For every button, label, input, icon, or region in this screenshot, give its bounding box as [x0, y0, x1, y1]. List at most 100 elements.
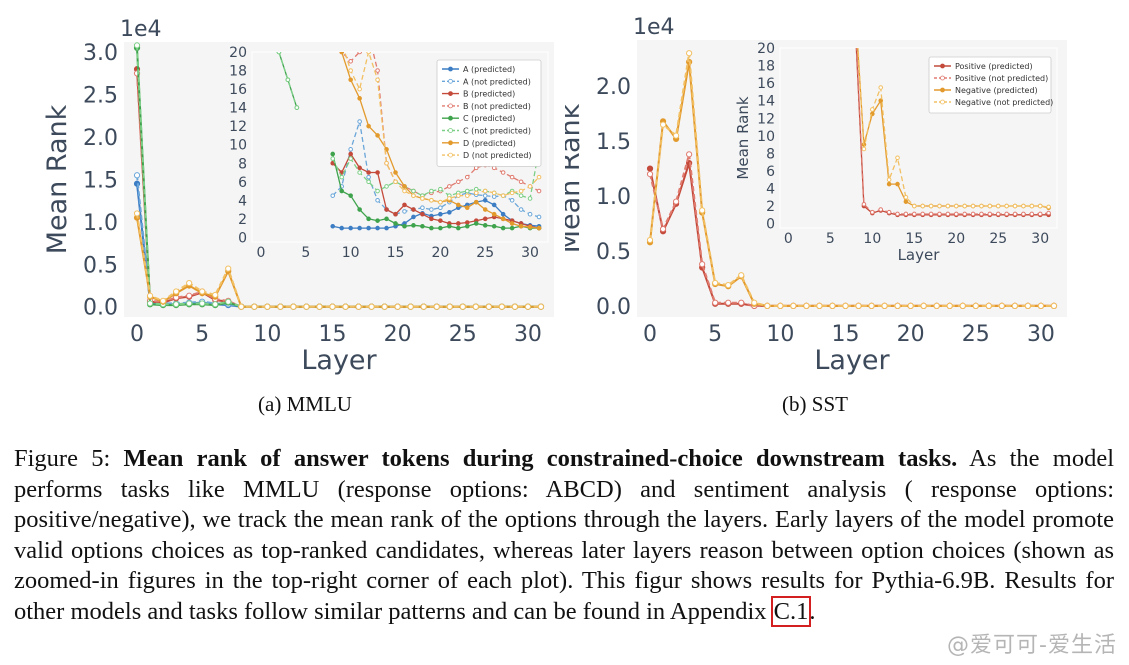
sst-inset-ytick-label: 16 — [757, 76, 775, 92]
sst-inset-data-point — [928, 203, 934, 209]
mmlu-main-data-point — [186, 292, 193, 299]
sst-inset-data-point — [854, 29, 858, 33]
mmlu-inset-data-point — [518, 188, 524, 194]
mmlu-inset-data-point — [420, 223, 425, 229]
sst-main-data-point — [868, 302, 875, 309]
mmlu-inset-data-point — [509, 197, 515, 203]
sst-main-data-point — [829, 302, 836, 309]
mmlu-inset-legend: A (predicted) A (not predicted) B (predict… — [436, 59, 542, 167]
sst-inset-ytick-label: 14 — [757, 94, 775, 110]
sst-inset-data-point — [886, 177, 892, 183]
sst-main-data-point — [920, 302, 927, 309]
sst-inset-data-point — [854, 11, 858, 15]
sst-main-xtick-label: 5 — [708, 322, 722, 347]
mmlu-inset-data-point — [402, 223, 407, 229]
mmlu-inset-data-point — [456, 179, 461, 185]
sst-inset-ytick-label: 18 — [757, 59, 775, 75]
mmlu-inset-data-point — [527, 211, 533, 217]
sst-inset-data-point — [1046, 210, 1051, 216]
mmlu-inset-data-point — [366, 170, 371, 175]
sst-inset-legend-label: Positive (predicted) — [955, 62, 1033, 71]
sst-main-data-point — [881, 302, 888, 309]
mmlu-inset-data-point — [357, 96, 362, 101]
mmlu-main-data-point — [290, 303, 297, 310]
sst-inset-ytick-label: 12 — [757, 111, 775, 127]
mmlu-inset-series-line — [344, 52, 540, 203]
mmlu-inset-data-point — [429, 188, 434, 194]
sst-main-ytick-label: 1.0 — [596, 185, 631, 210]
sst-inset-data-point — [1004, 203, 1009, 209]
mmlu-inset-data-point — [438, 225, 443, 231]
sst-inset-data-point — [886, 181, 892, 187]
sst-inset-data-point — [895, 181, 900, 187]
sst-main-data-point — [686, 151, 693, 158]
sst-inset-data-point — [987, 211, 993, 217]
sst-main-data-point — [725, 299, 732, 306]
mmlu-main-ytick-label: 2.5 — [83, 84, 118, 109]
sst-main-data-point — [907, 302, 914, 309]
mmlu-main-data-point — [407, 303, 414, 310]
mmlu-main-data-point — [251, 303, 258, 310]
sst-main-data-point — [751, 299, 758, 306]
mmlu-inset-data-point — [375, 225, 380, 231]
mmlu-main-data-point — [146, 292, 154, 299]
mmlu-main-data-point — [212, 291, 219, 299]
mmlu-main-data-point — [199, 288, 206, 295]
sst-main-data-point — [672, 198, 680, 205]
sst-inset-xtick-label: 30 — [1031, 231, 1049, 247]
mmlu-inset-data-point — [447, 196, 452, 201]
mmlu-inset-data-point — [411, 188, 416, 194]
sst-inset-ytick-label: 2 — [766, 199, 775, 215]
mmlu-main-xtick-label: 20 — [384, 322, 412, 347]
appendix-link[interactable]: C.1 — [770, 595, 812, 627]
sst-inset-data-point — [953, 211, 959, 217]
sst-inset-data-point — [878, 207, 884, 212]
sst-inset-data-point — [895, 211, 900, 217]
mmlu-main-data-point — [329, 303, 336, 310]
mmlu-main-data-point — [368, 303, 375, 310]
mmlu-main-data-point — [433, 303, 440, 310]
mmlu-inset-data-point — [464, 188, 470, 194]
sst-inset-legend-label: Positive (not predicted) — [955, 74, 1048, 83]
sst-inset-data-point — [912, 203, 917, 209]
sst-main-data-point — [1050, 302, 1058, 309]
mmlu-inset-data-point — [411, 214, 416, 220]
mmlu-inset-data-point — [402, 188, 407, 194]
mmlu-main-xtick-label: 15 — [318, 322, 346, 347]
sst-main-data-point — [790, 302, 797, 309]
sst-inset-data-point — [1012, 203, 1018, 209]
mmlu-main-xtick-label: 0 — [130, 322, 144, 347]
mmlu-inset-data-point — [447, 184, 452, 189]
mmlu-main-data-point — [133, 172, 141, 179]
mmlu-inset-legend-label: B (not predicted) — [463, 102, 531, 111]
sst-main-data-point — [646, 171, 654, 178]
mmlu-inset-data-point — [348, 151, 353, 157]
mmlu-inset-data-point — [456, 225, 461, 231]
sst-main-data-point — [646, 165, 654, 172]
sst-inset-data-point — [861, 201, 867, 207]
mmlu-main-xtick-label: 30 — [514, 322, 542, 347]
sst-inset-data-point — [878, 85, 884, 90]
mmlu-inset-data-point — [384, 160, 389, 166]
mmlu-inset-data-point — [393, 170, 398, 175]
mmlu-main-ytick-label: 3.0 — [83, 41, 118, 66]
mmlu-inset-data-point — [375, 133, 380, 138]
sst-main-data-point — [659, 121, 667, 128]
sst-main-xlabel: Layer — [814, 345, 890, 376]
mmlu-inset-data-point — [482, 188, 488, 194]
sst-inset-data-point — [962, 211, 967, 217]
sst-inset-xtick-label: 20 — [947, 231, 965, 247]
mmlu-inset-data-point — [509, 190, 515, 196]
mmlu-main-data-point — [212, 301, 219, 308]
sst-main-data-point — [1024, 302, 1032, 309]
sst-inset-data-point — [970, 211, 976, 217]
sst-main-data-point — [699, 207, 706, 214]
mmlu-inset-ytick-label: 12 — [229, 119, 247, 135]
mmlu-inset-data-point — [384, 207, 389, 212]
sst-main-data-point — [738, 299, 745, 306]
mmlu-inset-legend-box — [436, 59, 542, 167]
mmlu-inset-data-point — [482, 193, 488, 198]
sst-main-data-point — [738, 272, 745, 279]
mmlu-inset-data-point — [339, 188, 344, 194]
mmlu-inset-data-point — [339, 174, 344, 180]
